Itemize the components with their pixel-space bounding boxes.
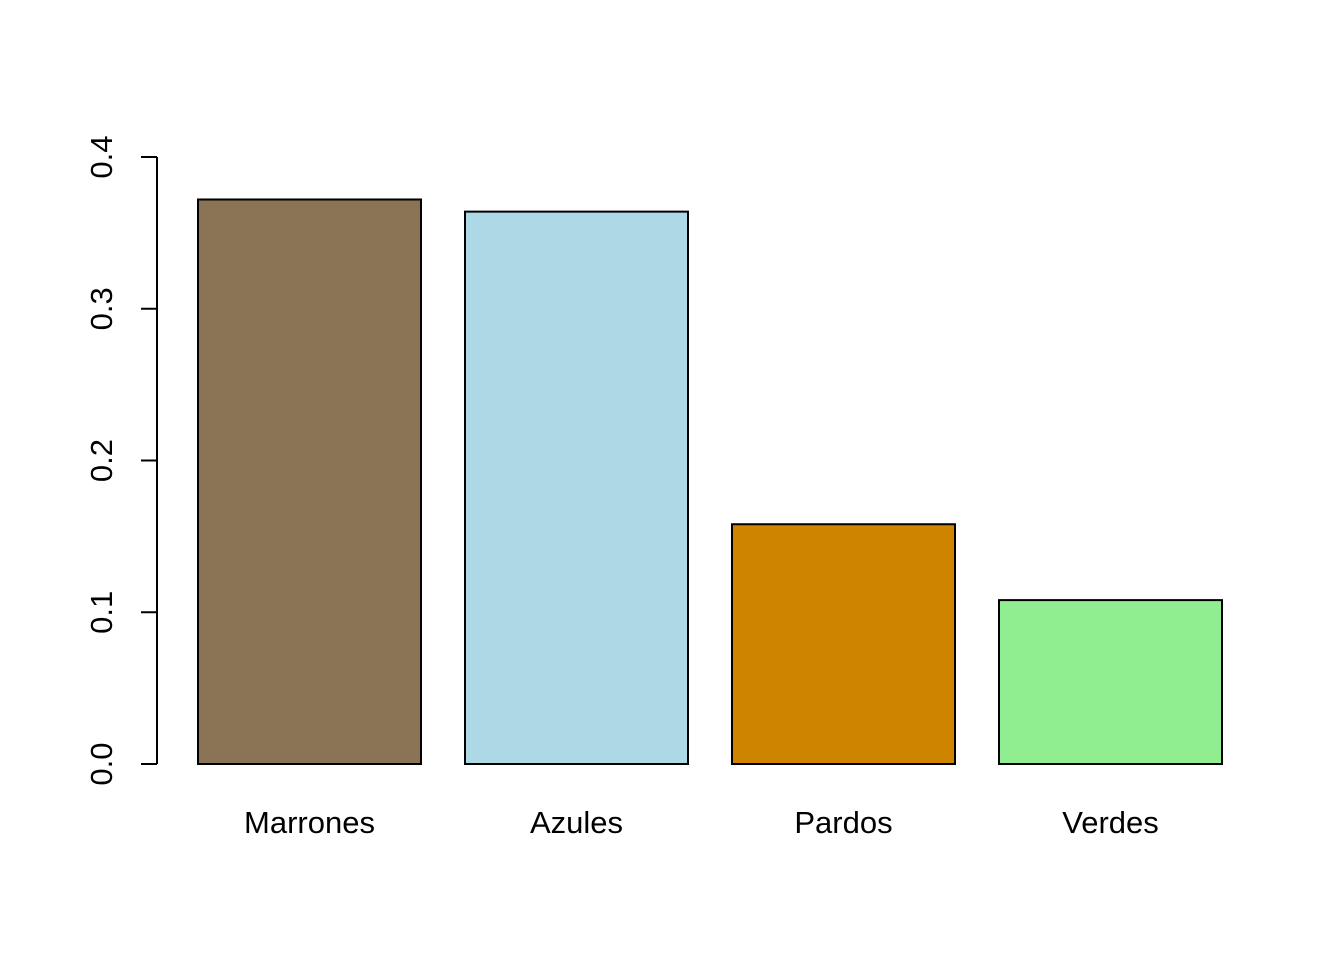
x-axis-labels: Marrones Azules Pardos Verdes xyxy=(244,805,1159,840)
y-tick-label: 0.1 xyxy=(84,591,119,634)
x-tick-label: Azules xyxy=(530,805,623,840)
y-tick-label: 0.3 xyxy=(84,287,119,330)
bar-verdes xyxy=(998,599,1223,765)
x-tick-label: Marrones xyxy=(244,805,375,840)
x-tick-label: Verdes xyxy=(1062,805,1159,840)
bar-marrones xyxy=(197,198,422,766)
y-tick-label: 0.2 xyxy=(84,439,119,482)
y-tick-label: 0.0 xyxy=(84,742,119,785)
y-axis: 0.0 0.1 0.2 0.3 0.4 xyxy=(84,135,158,786)
bar-azules xyxy=(464,210,689,765)
y-tick-label: 0.4 xyxy=(84,135,119,178)
bars-group xyxy=(197,198,1223,766)
x-tick-label: Pardos xyxy=(794,805,892,840)
bar-pardos xyxy=(731,523,956,765)
